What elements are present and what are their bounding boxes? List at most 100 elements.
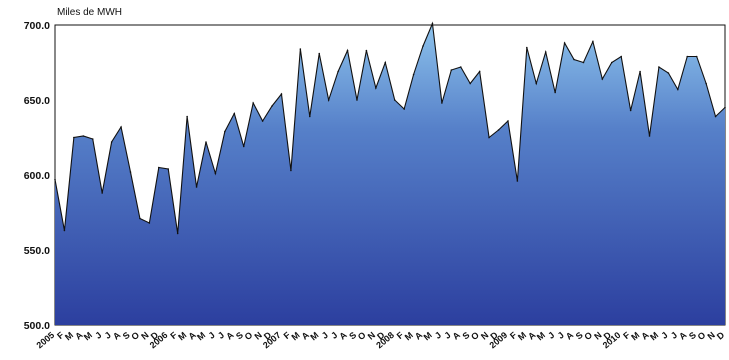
data-point: [516, 180, 519, 182]
x-tick-label: A: [526, 330, 538, 342]
data-point: [544, 51, 547, 53]
x-tick-label: A: [224, 330, 236, 342]
data-point: [290, 169, 292, 172]
data-point: [677, 88, 679, 91]
x-tick-label: A: [186, 330, 198, 342]
data-point: [195, 186, 198, 188]
x-tick-label: M: [422, 330, 434, 342]
x-tick-label: S: [347, 330, 358, 342]
x-tick-label: O: [469, 330, 481, 342]
data-point: [563, 42, 566, 44]
x-tick-label: N: [366, 330, 377, 342]
x-tick-label: N: [252, 330, 263, 342]
data-point: [63, 229, 66, 232]
data-point: [610, 61, 613, 64]
data-point: [375, 87, 377, 89]
data-point: [686, 55, 689, 58]
x-tick-label: J: [320, 330, 330, 341]
x-tick-label: D: [715, 330, 727, 342]
data-point: [601, 78, 604, 80]
x-tick-label: A: [451, 330, 463, 342]
x-tick-label: N: [705, 330, 716, 342]
x-tick-label: S: [121, 330, 132, 342]
x-tick-label: O: [582, 330, 594, 342]
x-tick-label: S: [687, 330, 698, 342]
data-point: [667, 72, 670, 74]
x-tick-label: M: [629, 330, 641, 342]
data-point: [82, 135, 85, 137]
x-tick-label: D: [149, 330, 161, 342]
series-area: [55, 23, 725, 325]
y-axis-unit-label: Miles de MWH: [57, 7, 122, 18]
x-tick-label: M: [308, 330, 320, 342]
data-point: [535, 82, 538, 85]
x-tick-label: J: [433, 330, 443, 341]
data-point: [526, 46, 528, 49]
data-point: [714, 115, 717, 118]
x-tick-label: M: [63, 330, 75, 342]
x-tick-label: J: [93, 330, 103, 341]
x-tick-label: M: [176, 330, 188, 342]
data-point: [233, 112, 236, 115]
data-point: [695, 55, 698, 58]
data-point: [158, 166, 160, 169]
y-tick-label: 500.0: [24, 320, 50, 332]
data-point: [252, 102, 254, 104]
data-point: [356, 99, 358, 101]
data-point: [139, 217, 141, 220]
x-tick-label: A: [564, 330, 576, 342]
data-point: [176, 232, 179, 235]
x-tick-label: A: [337, 330, 349, 342]
data-point: [91, 138, 94, 140]
x-tick-label: O: [356, 330, 368, 342]
x-tick-label: J: [103, 330, 113, 341]
x-tick-label: J: [546, 330, 556, 341]
data-point: [214, 172, 217, 175]
x-tick-label: M: [82, 330, 94, 342]
data-point: [308, 115, 311, 118]
data-point: [327, 99, 330, 101]
y-axis: 700.0 650.0 600.0 550.0 500.0: [24, 20, 50, 332]
x-tick-label: J: [556, 330, 566, 341]
data-point: [705, 82, 707, 85]
x-tick-label: D: [375, 330, 387, 342]
data-point: [488, 136, 490, 139]
x-tick-label: A: [639, 330, 651, 342]
data-point: [346, 49, 349, 52]
x-tick-label: S: [234, 330, 245, 342]
data-point: [497, 129, 500, 131]
x-tick-label: M: [516, 330, 528, 342]
data-point: [110, 141, 113, 143]
x-tick-label: D: [262, 330, 274, 342]
series-line: [54, 21, 726, 234]
data-point: [167, 168, 170, 170]
x-tick-label: A: [300, 330, 312, 342]
data-point: [384, 61, 387, 64]
data-point: [318, 52, 321, 55]
data-point: [224, 130, 226, 133]
x-tick-label: F: [168, 330, 179, 342]
x-tick-label: O: [696, 330, 708, 342]
x-tick-label: O: [129, 330, 141, 342]
data-point: [73, 136, 75, 139]
data-point: [620, 55, 622, 58]
x-tick-label: F: [395, 330, 406, 342]
data-point: [120, 126, 122, 128]
data-point: [261, 120, 264, 122]
x-tick-label: S: [460, 330, 471, 342]
x-tick-label: M: [289, 330, 301, 342]
data-point: [403, 108, 405, 110]
y-tick-label: 650.0: [24, 95, 50, 107]
data-point: [148, 222, 151, 224]
data-point: [554, 91, 556, 94]
data-point: [54, 178, 56, 181]
data-point: [629, 109, 632, 112]
data-point: [658, 66, 660, 68]
x-tick-label: N: [139, 330, 150, 342]
data-point: [507, 120, 509, 122]
data-point: [242, 145, 245, 148]
data-point: [592, 40, 594, 43]
data-point: [280, 93, 283, 95]
x-tick-label: F: [621, 330, 632, 342]
